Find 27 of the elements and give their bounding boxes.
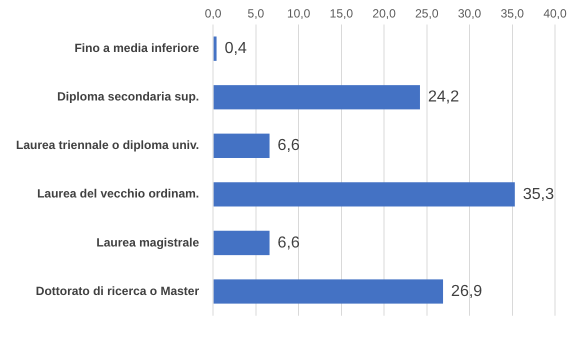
bar [214,182,515,207]
bar [214,85,420,110]
data-label: 6,6 [278,234,300,252]
bar [214,36,217,61]
bar [214,230,270,256]
data-label: 0,4 [224,40,247,58]
y-tick-label: Laurea triennale o diploma univ. [16,138,200,152]
x-tick-label: 25,0 [415,6,439,21]
x-tick-label: 30,0 [458,6,482,21]
x-tick-label: 20,0 [372,6,396,21]
data-label: 26,9 [451,282,482,300]
y-tick-label: Dottorato di ricerca o Master [36,284,200,298]
x-tick-label: 0,0 [204,6,222,21]
bar [214,279,444,304]
y-tick-label: Laurea magistrale [96,235,200,250]
x-tick-label: 15,0 [330,6,354,21]
x-tick-label: 40,0 [543,6,567,21]
data-label: 6,6 [278,137,300,154]
data-label: 24,2 [428,88,460,106]
y-tick-label: Diploma secondaria sup. [57,90,200,104]
x-tick-label: 5,0 [248,6,265,21]
y-tick-label: Laurea del vecchio ordinam. [37,186,200,201]
data-label: 35,3 [522,186,554,203]
x-tick-label: 10,0 [286,6,311,21]
y-tick-label: Fino a media inferiore [74,40,200,55]
x-tick-label: 35,0 [500,6,524,21]
bar [214,134,270,158]
